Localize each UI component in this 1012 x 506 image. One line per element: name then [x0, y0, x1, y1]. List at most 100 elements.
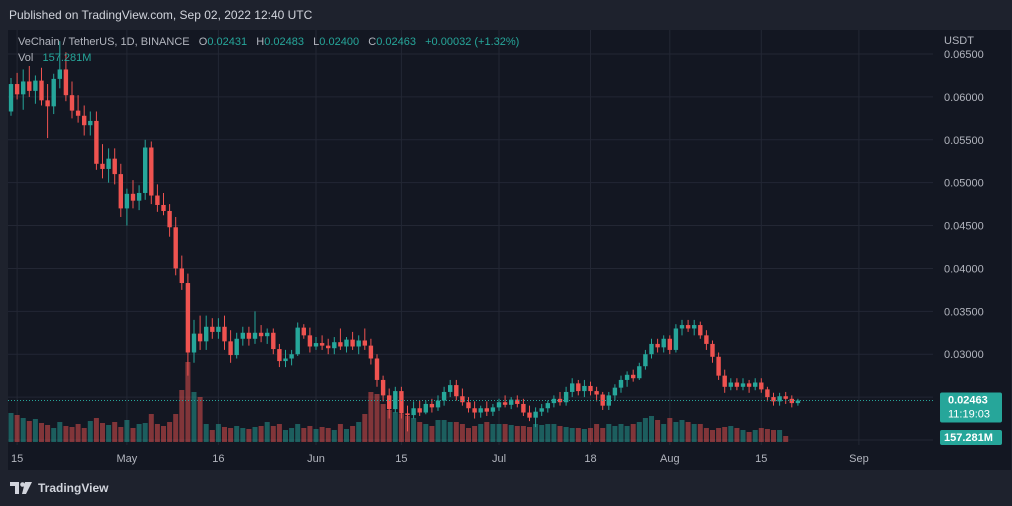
candle — [51, 73, 56, 115]
bar-countdown: 11:19:03 — [948, 409, 990, 421]
volume-bar — [575, 428, 581, 442]
candle — [405, 405, 410, 432]
volume-bar — [295, 424, 301, 442]
candle — [350, 331, 355, 350]
candle — [478, 405, 483, 418]
candle — [521, 398, 526, 416]
volume-bar — [63, 426, 69, 442]
candle — [136, 185, 142, 211]
candle — [252, 311, 258, 344]
symbol-name[interactable]: VeChain / TetherUS, 1D, BINANCE — [18, 36, 190, 48]
candle — [661, 335, 666, 353]
candle — [545, 400, 550, 413]
time-axis[interactable]: 15 May 16 Jun 15 Jul 18 Aug 15 Sep — [11, 453, 869, 465]
x-tick-label: May — [117, 453, 138, 465]
candle — [673, 324, 679, 353]
candle — [746, 379, 752, 393]
volume-bar — [466, 428, 471, 442]
volume-bar — [20, 418, 26, 442]
candle — [57, 41, 62, 89]
volume-bar — [148, 414, 154, 442]
candle — [27, 66, 32, 97]
candle — [21, 69, 26, 110]
volume-bar — [600, 428, 606, 442]
candlestick-chart[interactable]: 0.06500 0.06000 0.05500 0.05000 0.04500 0.040… — [8, 30, 1011, 470]
candle — [643, 349, 648, 370]
volume-bar — [740, 430, 746, 442]
candle — [313, 337, 319, 350]
candle — [533, 407, 538, 428]
volume-bar — [14, 415, 20, 442]
volume-bar — [8, 413, 14, 442]
price-axis[interactable]: 0.06500 0.06000 0.05500 0.05000 0.04500 0.040… — [944, 49, 984, 447]
volume-bar — [26, 421, 32, 442]
volume-bar — [289, 428, 295, 442]
candle — [277, 343, 282, 368]
candle — [106, 148, 111, 183]
volume-bar — [447, 422, 453, 442]
volume-bar — [106, 425, 112, 442]
candle — [387, 388, 392, 419]
candle — [356, 335, 361, 355]
x-tick-label: 15 — [755, 453, 767, 465]
candle — [685, 319, 691, 332]
candle — [667, 335, 672, 355]
volume-bar — [642, 418, 648, 442]
candle — [612, 384, 618, 401]
volume-bar — [746, 432, 752, 442]
change-value: +0.00032 (+1.32%) — [425, 36, 520, 48]
volume-bar — [87, 421, 93, 442]
candle — [197, 315, 203, 350]
volume-bar — [283, 430, 288, 442]
candle — [582, 379, 587, 398]
volume-bar — [618, 424, 624, 442]
volume-bar — [496, 424, 502, 442]
volume-bar — [539, 425, 545, 442]
volume-bar — [636, 422, 642, 442]
candle — [631, 369, 636, 382]
volume-bar — [307, 426, 313, 442]
candle — [411, 401, 416, 419]
candle — [716, 352, 721, 380]
volume-bar — [228, 428, 234, 442]
candle — [143, 139, 148, 200]
published-header: Published on TradingView.com, Sep 02, 20… — [0, 0, 1012, 30]
candle — [33, 75, 38, 104]
volume-bar — [270, 426, 276, 442]
candle — [161, 192, 166, 216]
x-tick-label: Jul — [492, 453, 506, 465]
candle — [679, 319, 685, 336]
candle — [112, 148, 117, 185]
volume-bar — [612, 426, 618, 442]
volume-bars — [8, 362, 789, 442]
candle — [753, 378, 758, 391]
volume-bar — [490, 424, 496, 442]
candle — [624, 371, 630, 387]
candle — [417, 400, 422, 416]
candle — [222, 315, 227, 350]
candle — [771, 392, 776, 406]
chart-pane[interactable]: 0.06500 0.06000 0.05500 0.05000 0.04500 0.040… — [8, 30, 1011, 470]
tradingview-branding[interactable]: TradingView — [10, 481, 108, 495]
volume-bar — [222, 427, 227, 442]
volume-bar — [606, 424, 612, 442]
candle — [393, 386, 398, 413]
volume-bar — [161, 426, 166, 442]
candle — [515, 395, 520, 408]
current-price-tag: 0.02463 11:19:03 — [940, 392, 1002, 423]
volume-label: Vol — [18, 52, 34, 64]
volume-bar — [124, 420, 130, 442]
volume-bar — [502, 424, 508, 442]
candle — [326, 338, 331, 355]
candle — [289, 349, 294, 366]
volume-bar — [472, 426, 478, 442]
volume-bar — [179, 390, 185, 442]
volume-bar — [112, 422, 118, 442]
candle — [204, 315, 209, 350]
candle — [734, 378, 740, 391]
candle — [319, 335, 325, 350]
candle — [228, 330, 233, 363]
open-value: 0.02431 — [207, 36, 248, 48]
candle — [704, 330, 709, 350]
candle — [344, 337, 349, 353]
